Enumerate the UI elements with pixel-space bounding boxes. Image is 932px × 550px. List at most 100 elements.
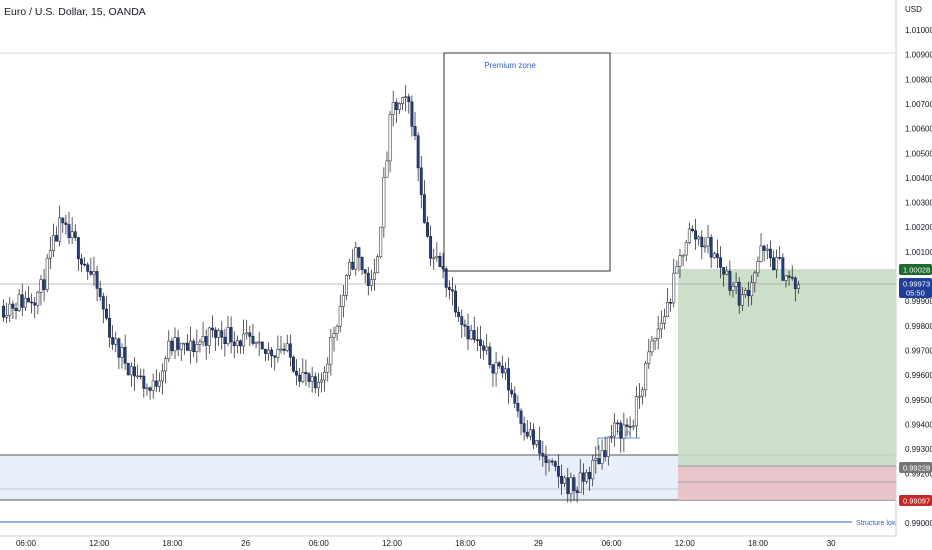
price-tick-label: 1.00500 [905,149,932,158]
price-tick-label: 1.00600 [905,125,932,134]
candle-up [756,261,760,274]
price-tick-label: 1.00200 [905,223,932,232]
premium-zone-box[interactable] [443,52,611,272]
candle-down [572,477,576,491]
time-tick-label: 30 [827,539,836,548]
candle-up [182,342,186,345]
candle-down [192,340,196,353]
candle-up [609,435,613,438]
candle-up [242,333,246,347]
profit-zone[interactable] [678,269,896,466]
candle-down [525,431,529,437]
candle-down [500,365,504,374]
candle-up [36,291,40,306]
candle-down [444,268,448,288]
candle-down [419,167,423,195]
candle-up [338,306,342,327]
candle-up [179,342,183,350]
candle-down [507,368,510,391]
candle-up [320,379,323,383]
candle-up [388,114,392,162]
candle-up [23,297,27,308]
candle-down [2,305,5,318]
candle-up [656,328,660,339]
candle-down [186,342,189,351]
candle-up [404,96,408,99]
candle-down [220,330,224,338]
time-tick-label: 06:00 [16,539,37,548]
candle-up [687,228,691,243]
candle-down [768,248,772,259]
candle-down [142,375,146,389]
candle-up [316,381,320,389]
candle-up [631,425,635,428]
price-axis[interactable]: 1.01000 1.00900 1.00800 1.00700 1.00600 1.005… [905,26,932,528]
candle-down [295,370,299,376]
time-tick-label: 18:00 [748,539,769,548]
candle-up [285,343,289,351]
candle-down [292,356,295,372]
candle-down [123,347,127,364]
candle-down [232,341,236,346]
candle-up [70,231,74,238]
candle-down [460,316,464,325]
candle-down [479,339,482,346]
candle-down [89,271,93,275]
candle-up [547,460,551,463]
time-tick-label: 26 [241,539,250,548]
candle-down [597,458,601,464]
candle-up [775,257,779,271]
candle-up [279,348,283,351]
candle-down [73,231,77,238]
candle-up [600,450,604,464]
svg-text:05:50: 05:50 [906,289,925,298]
candle-down [260,341,264,350]
candle-down [357,247,361,258]
loss-zone[interactable] [678,466,896,500]
candle-up [797,284,800,289]
candle-down [553,461,557,467]
candle-down [429,236,433,259]
candle-group [2,85,800,503]
candle-down [33,302,37,306]
candle-down [148,387,152,391]
candle-down [625,424,629,427]
candle-down [204,336,208,346]
candle-down [80,258,83,265]
candle-up [217,330,221,338]
candle-up [494,362,498,374]
candle-down [426,222,429,237]
candle-up [784,275,788,281]
candle-up [401,97,404,104]
candle-down [463,324,467,327]
candle-up [326,363,330,373]
time-tick-label: 06:00 [309,539,330,548]
price-tick-label: 1.00700 [905,100,932,109]
candle-up [136,375,140,378]
candle-down [270,349,274,357]
candle-down [728,270,732,291]
candle-down [438,255,442,267]
price-tick-label: 0.99300 [905,445,932,454]
candle-up [254,341,258,344]
candle-down [737,282,741,306]
candle-up [662,316,666,324]
svg-text:0.99097: 0.99097 [903,497,930,506]
candle-up [666,302,669,317]
price-tick-label: 0.99700 [905,346,932,355]
candle-down [700,236,704,248]
candle-down [360,257,364,270]
candle-down [475,339,479,341]
candle-up [697,236,701,240]
candle-down [762,245,766,251]
candle-down [101,296,105,310]
candle-down [669,302,673,304]
candle-up [382,177,386,228]
candle-down [139,375,143,378]
time-axis[interactable]: 06:00 12:00 18:00 26 06:00 12:00 18:00 29 06:00 1… [16,539,836,548]
candle-down [441,266,445,270]
candle-up [672,272,676,304]
candle-down [619,422,623,439]
candle-up [45,257,49,290]
